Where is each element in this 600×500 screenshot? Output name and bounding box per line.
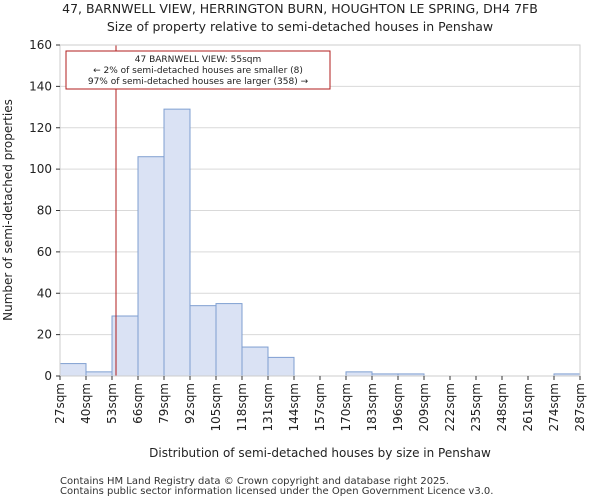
y-tick-label: 40 (37, 286, 52, 300)
x-tick-label: 196sqm (391, 383, 405, 431)
annotation-box (65, 50, 331, 90)
x-tick-label: 40sqm (79, 383, 93, 424)
histogram-bar (163, 108, 191, 377)
histogram-bar (345, 371, 373, 377)
x-tick-label: 235sqm (469, 383, 483, 431)
x-tick-label: 248sqm (495, 383, 509, 431)
chart-title: 47, BARNWELL VIEW, HERRINGTON BURN, HOUG… (62, 1, 538, 16)
y-tick-label: 100 (29, 162, 52, 176)
annotation-line-1: 47 BARNWELL VIEW: 55sqm (135, 55, 262, 65)
y-tick-label: 0 (44, 369, 52, 383)
x-tick-label: 209sqm (417, 383, 431, 431)
x-tick-label: 131sqm (261, 383, 275, 431)
annotation-line-3: 97% of semi-detached houses are larger (… (88, 77, 309, 87)
x-tick-label: 79sqm (157, 383, 171, 424)
x-tick-label: 92sqm (183, 383, 197, 424)
x-tick-label: 157sqm (313, 383, 327, 431)
histogram-bar (267, 356, 295, 377)
annotation-line-2: ← 2% of semi-detached houses are smaller… (93, 66, 303, 76)
x-tick-label: 27sqm (53, 383, 67, 424)
x-tick-label: 66sqm (131, 383, 145, 424)
y-tick-label: 20 (37, 328, 52, 342)
x-tick-label: 261sqm (521, 383, 535, 431)
x-tick-label: 287sqm (573, 383, 587, 431)
x-tick-label: 144sqm (287, 383, 301, 431)
histogram-bar (215, 303, 243, 377)
x-tick-label: 222sqm (443, 383, 457, 431)
histogram-bar (85, 371, 113, 377)
y-tick-label: 60 (37, 245, 52, 259)
y-tick-label: 80 (37, 204, 52, 218)
x-axis-label: Distribution of semi-detached houses by … (149, 446, 491, 460)
x-tick-label: 118sqm (235, 383, 249, 431)
y-tick-label: 160 (29, 38, 52, 52)
y-axis-label: Number of semi-detached properties (1, 99, 15, 321)
footer-copyright: Contains HM Land Registry data © Crown c… (60, 476, 449, 487)
x-tick-label: 53sqm (105, 383, 119, 424)
y-tick-label: 140 (29, 79, 52, 93)
x-tick-label: 170sqm (339, 383, 353, 431)
x-tick-label: 274sqm (547, 383, 561, 431)
x-tick-label: 105sqm (209, 383, 223, 431)
histogram-bar (241, 346, 269, 377)
y-tick-label: 120 (29, 121, 52, 135)
histogram-bar (59, 363, 87, 377)
footer-licence: Contains public sector information licen… (60, 486, 494, 497)
x-tick-label: 183sqm (365, 383, 379, 431)
histogram-bar (189, 305, 217, 377)
marker-annotation: 47 BARNWELL VIEW: 55sqm ← 2% of semi-det… (65, 50, 331, 90)
histogram-bar (137, 156, 165, 377)
chart-subtitle: Size of property relative to semi-detach… (106, 19, 494, 34)
